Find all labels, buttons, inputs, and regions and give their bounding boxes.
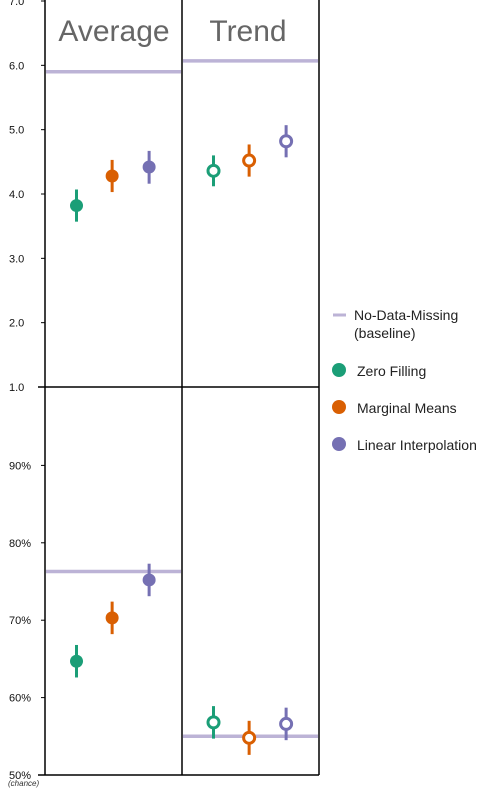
point-bottom-trend-1 — [242, 730, 257, 745]
point-bottom-average-1 — [105, 611, 119, 625]
bottom-axis-tick-label: 70% — [9, 615, 31, 627]
point-top-trend-1 — [242, 153, 257, 168]
top-axis-tick-label: 2.0 — [9, 318, 24, 330]
top-axis-tick-label: 7.0 — [9, 0, 24, 8]
chance-label: (chance) — [8, 779, 39, 788]
bottom-y-axis: 50% 60% 70% 80% 90% (chance) — [8, 460, 45, 788]
point-bottom-trend-0 — [206, 715, 221, 730]
column-title-average: Average — [58, 15, 169, 48]
legend-swatch-zero-filling — [332, 363, 346, 377]
legend: No-Data-Missing (baseline) Zero Filling … — [332, 307, 477, 453]
bottom-axis-tick-label: 80% — [9, 538, 31, 550]
top-y-axis: 1.0 2.0 3.0 4.0 5.0 6.0 7.0 — [9, 0, 45, 394]
legend-label-linear-interpolation: Linear Interpolation — [357, 437, 477, 453]
legend-baseline-label: No-Data-Missing — [354, 307, 458, 323]
bottom-axis-tick-label: 60% — [9, 693, 31, 705]
point-top-trend-2 — [279, 134, 294, 149]
legend-swatch-linear-interpolation — [332, 437, 346, 451]
point-bottom-trend-2 — [279, 716, 294, 731]
bottom-axis-tick-label: 50% — [9, 770, 31, 782]
legend-label-marginal-means: Marginal Means — [357, 400, 457, 416]
column-title-trend: Trend — [209, 15, 286, 48]
top-axis-tick-label: 1.0 — [9, 382, 24, 394]
legend-swatch-marginal-means — [332, 400, 346, 414]
legend-baseline-sublabel: (baseline) — [354, 325, 415, 341]
top-axis-tick-label: 4.0 — [9, 189, 24, 201]
top-axis-tick-label: 5.0 — [9, 125, 24, 137]
legend-label-zero-filling: Zero Filling — [357, 363, 426, 379]
point-top-average-0 — [70, 199, 84, 213]
data-points — [70, 125, 294, 755]
point-top-trend-0 — [206, 163, 221, 178]
point-top-average-1 — [105, 169, 119, 183]
bottom-axis-tick-label: 90% — [9, 460, 31, 472]
point-top-average-2 — [142, 160, 156, 174]
top-axis-tick-label: 6.0 — [9, 60, 24, 72]
point-bottom-average-2 — [142, 573, 156, 587]
top-axis-tick-label: 3.0 — [9, 253, 24, 265]
point-bottom-average-0 — [70, 654, 84, 668]
